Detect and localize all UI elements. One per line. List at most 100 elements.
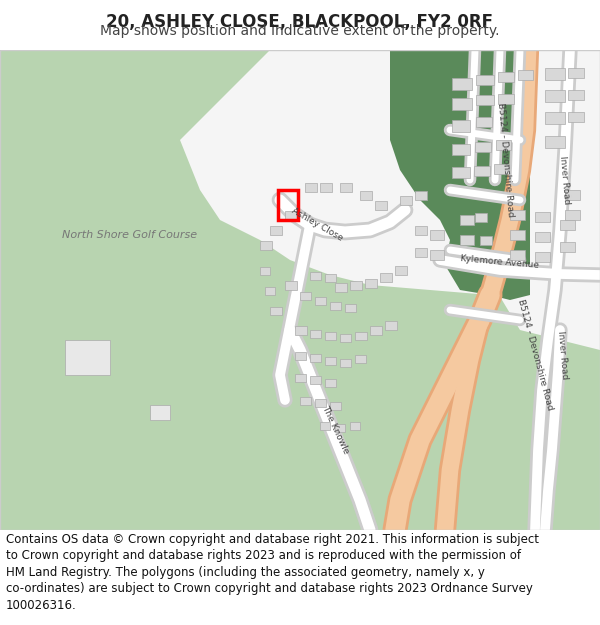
Text: The Knowle: The Knowle <box>320 404 350 456</box>
Bar <box>380 273 392 282</box>
Bar <box>385 321 397 330</box>
Bar <box>452 98 472 110</box>
Bar <box>310 376 321 384</box>
Bar <box>568 112 584 122</box>
Bar <box>518 70 533 80</box>
Bar <box>285 281 297 290</box>
Bar <box>498 94 514 104</box>
Bar <box>476 75 494 85</box>
Bar <box>305 183 317 192</box>
Bar <box>474 166 490 176</box>
Bar <box>260 267 270 275</box>
Bar <box>545 90 565 102</box>
Bar <box>535 212 550 222</box>
Bar <box>535 232 550 242</box>
Bar <box>510 250 525 260</box>
Bar <box>560 220 575 230</box>
Bar <box>310 354 321 362</box>
Bar <box>325 379 336 387</box>
Bar <box>452 120 470 132</box>
Bar <box>330 302 341 310</box>
Bar <box>498 72 514 82</box>
Bar <box>325 332 336 340</box>
Text: B5124 - Devonshire Road: B5124 - Devonshire Road <box>496 102 514 218</box>
Bar <box>300 397 311 405</box>
Bar <box>510 230 525 240</box>
Bar <box>260 241 272 250</box>
Bar <box>320 422 330 430</box>
Text: Kylemore Avenue: Kylemore Avenue <box>460 254 539 270</box>
Bar <box>545 136 565 148</box>
Bar <box>452 144 470 155</box>
Bar <box>496 140 511 150</box>
Bar <box>475 142 491 152</box>
Bar <box>340 359 351 367</box>
Bar <box>265 287 275 295</box>
Bar <box>568 68 584 78</box>
Bar <box>150 405 170 420</box>
Bar <box>375 201 387 210</box>
Bar <box>510 210 525 220</box>
Bar <box>452 167 470 178</box>
Bar <box>400 196 412 205</box>
Bar <box>365 279 377 288</box>
Bar <box>545 112 565 124</box>
Bar <box>460 215 474 225</box>
Bar <box>350 422 360 430</box>
Bar <box>355 355 366 363</box>
Bar <box>475 213 487 222</box>
Bar <box>325 274 336 282</box>
Bar <box>295 374 306 382</box>
Bar <box>360 191 372 200</box>
Bar <box>476 95 494 105</box>
Bar <box>295 326 307 335</box>
Bar <box>278 190 298 220</box>
Bar <box>395 266 407 275</box>
Bar <box>350 281 362 290</box>
Bar <box>480 236 492 245</box>
Bar <box>300 292 311 300</box>
Bar <box>295 352 306 360</box>
Bar <box>370 326 382 335</box>
Bar <box>452 78 472 90</box>
Text: B5124 - Devonshire Road: B5124 - Devonshire Road <box>516 299 554 411</box>
Bar <box>65 340 110 375</box>
Bar <box>568 90 584 100</box>
Bar <box>415 191 427 200</box>
Bar <box>545 68 565 80</box>
Text: Inver Road: Inver Road <box>559 156 572 204</box>
Bar <box>345 304 356 312</box>
Text: Contains OS data © Crown copyright and database right 2021. This information is : Contains OS data © Crown copyright and d… <box>6 533 539 612</box>
Bar <box>310 330 321 338</box>
Text: Inver Road: Inver Road <box>556 331 569 379</box>
Bar <box>270 307 282 315</box>
Bar <box>320 183 332 192</box>
Bar <box>565 210 580 220</box>
Bar <box>415 226 427 235</box>
Bar <box>430 250 444 260</box>
Bar <box>310 272 321 280</box>
Polygon shape <box>390 50 530 300</box>
Bar <box>325 357 336 365</box>
Bar <box>415 248 427 257</box>
Bar <box>315 297 326 305</box>
Text: North Shore Golf Course: North Shore Golf Course <box>62 230 197 240</box>
Bar <box>330 402 341 410</box>
Bar <box>285 211 297 220</box>
Polygon shape <box>460 50 600 530</box>
Text: 20, ASHLEY CLOSE, BLACKPOOL, FY2 0RF: 20, ASHLEY CLOSE, BLACKPOOL, FY2 0RF <box>107 12 493 31</box>
Bar <box>460 235 474 245</box>
Bar <box>270 226 282 235</box>
Bar <box>494 164 509 174</box>
Bar <box>560 242 575 252</box>
Bar <box>535 252 550 262</box>
Bar <box>340 183 352 192</box>
Bar <box>430 230 444 240</box>
Bar <box>565 190 580 200</box>
Bar <box>335 283 347 292</box>
Bar <box>335 424 345 432</box>
Bar <box>476 117 492 127</box>
Text: Map shows position and indicative extent of the property.: Map shows position and indicative extent… <box>100 24 500 38</box>
Bar <box>340 334 351 342</box>
Text: Ashley Close: Ashley Close <box>290 207 344 243</box>
